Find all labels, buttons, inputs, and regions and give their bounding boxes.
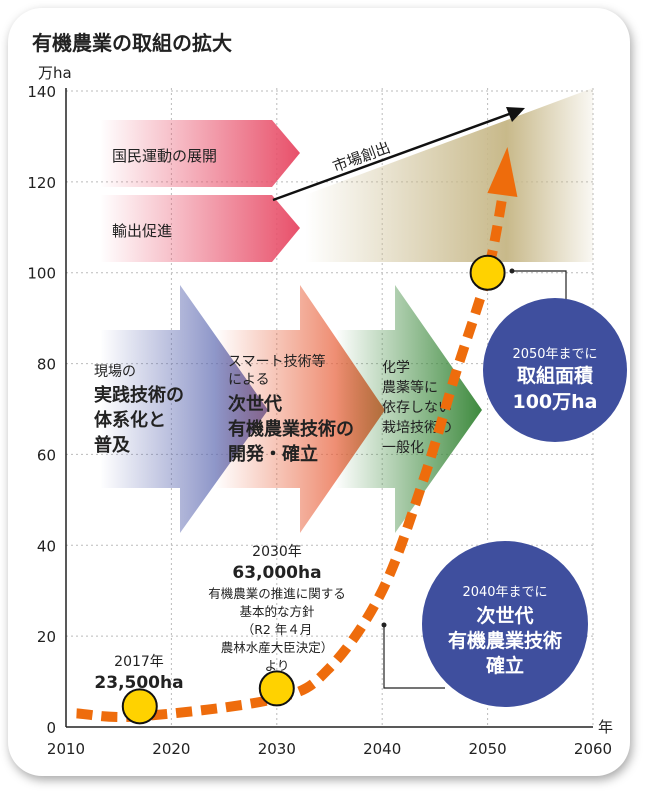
svg-text:次世代: 次世代 <box>228 393 282 415</box>
svg-text:100万ha: 100万ha <box>512 391 597 413</box>
connector-2040 <box>383 625 445 689</box>
chart-title: 有機農業の取組の拡大 <box>32 31 232 55</box>
y-tick-label: 120 <box>27 174 56 192</box>
svg-text:現場の: 現場の <box>94 364 136 380</box>
goal-2050-circle: 2050年までに 取組面積 100万ha <box>483 298 627 442</box>
label-2030: 2030年 63,000ha 有機農業の推進に関する 基本的な方針 （R2 年４… <box>208 544 346 673</box>
label-national-movement: 国民運動の展開 <box>112 147 217 165</box>
svg-text:化学: 化学 <box>382 360 410 376</box>
svg-text:より: より <box>265 658 290 673</box>
x-tick-label: 2020 <box>152 740 190 758</box>
svg-text:一般化: 一般化 <box>382 440 424 456</box>
y-tick-label: 40 <box>37 537 56 555</box>
svg-text:2050年までに: 2050年までに <box>512 347 597 362</box>
x-tick-label: 2010 <box>47 740 85 758</box>
y-tick-label: 60 <box>37 446 56 464</box>
blue-arrow-text: 現場の 実践技術の 体系化と 普及 <box>94 364 184 456</box>
y-tick-label: 80 <box>37 356 56 374</box>
blue-arrow <box>100 285 268 533</box>
market-area <box>305 88 593 262</box>
svg-text:2017年: 2017年 <box>114 654 164 670</box>
x-tick-label: 2030 <box>258 740 296 758</box>
svg-text:有機農業技術: 有機農業技術 <box>448 629 562 652</box>
label-export: 輸出促進 <box>112 222 172 240</box>
y-tick-label: 100 <box>27 265 56 283</box>
label-2017: 2017年 23,500ha <box>94 654 183 693</box>
svg-text:23,500ha: 23,500ha <box>94 673 183 693</box>
x-tick-label: 2040 <box>363 740 401 758</box>
svg-text:63,000ha: 63,000ha <box>232 563 321 583</box>
y-tick-label: 0 <box>46 719 56 737</box>
svg-text:体系化と: 体系化と <box>94 409 166 431</box>
market-arrowhead-icon <box>506 107 525 122</box>
y-axis-unit: 万ha <box>38 64 72 82</box>
svg-text:農林水産大臣決定）: 農林水産大臣決定） <box>221 640 334 655</box>
green-arrow <box>335 285 482 533</box>
y-tick-label: 20 <box>37 628 56 646</box>
svg-text:依存しない: 依存しない <box>382 400 452 416</box>
svg-text:開発・確立: 開発・確立 <box>228 443 318 465</box>
green-arrow-text: 化学 農薬等に 依存しない 栽培技術の 一般化 <box>382 360 452 456</box>
data-point-2017 <box>121 688 158 725</box>
goal-2040-circle: 2040年までに 次世代 有機農業技術 確立 <box>422 541 588 707</box>
data-point-2050 <box>469 254 506 291</box>
pink-arrow-export <box>100 195 300 262</box>
x-tick-label: 2060 <box>574 740 612 758</box>
svg-text:取組面積: 取組面積 <box>517 364 593 387</box>
svg-text:確立: 確立 <box>486 654 524 677</box>
svg-text:（R2 年４月: （R2 年４月 <box>242 622 313 637</box>
svg-text:普及: 普及 <box>94 434 131 456</box>
x-axis-unit: 年 <box>598 718 613 736</box>
salmon-arrow-text: スマート技術等 による 次世代 有機農業技術の 開発・確立 <box>228 353 354 465</box>
connector-2050 <box>512 270 567 302</box>
pink-arrow-national-movement <box>100 120 300 187</box>
svg-text:有機農業技術の: 有機農業技術の <box>228 418 354 440</box>
x-tick-label: 2050 <box>469 740 507 758</box>
y-tick-label: 140 <box>27 83 56 101</box>
svg-text:農薬等に: 農薬等に <box>382 379 438 396</box>
trend-line <box>76 189 509 722</box>
svg-text:2040年までに: 2040年までに <box>462 585 547 600</box>
svg-text:基本的な方針: 基本的な方針 <box>239 604 315 619</box>
svg-text:スマート技術等: スマート技術等 <box>228 353 326 370</box>
svg-text:による: による <box>228 372 270 388</box>
trend-arrowhead-icon <box>487 146 518 197</box>
svg-text:2030年: 2030年 <box>252 544 302 560</box>
svg-text:次世代: 次世代 <box>476 604 533 627</box>
data-point-2030 <box>258 670 295 707</box>
svg-text:実践技術の: 実践技術の <box>94 384 184 406</box>
svg-text:有機農業の推進に関する: 有機農業の推進に関する <box>208 586 346 601</box>
market-arrow <box>272 111 513 202</box>
